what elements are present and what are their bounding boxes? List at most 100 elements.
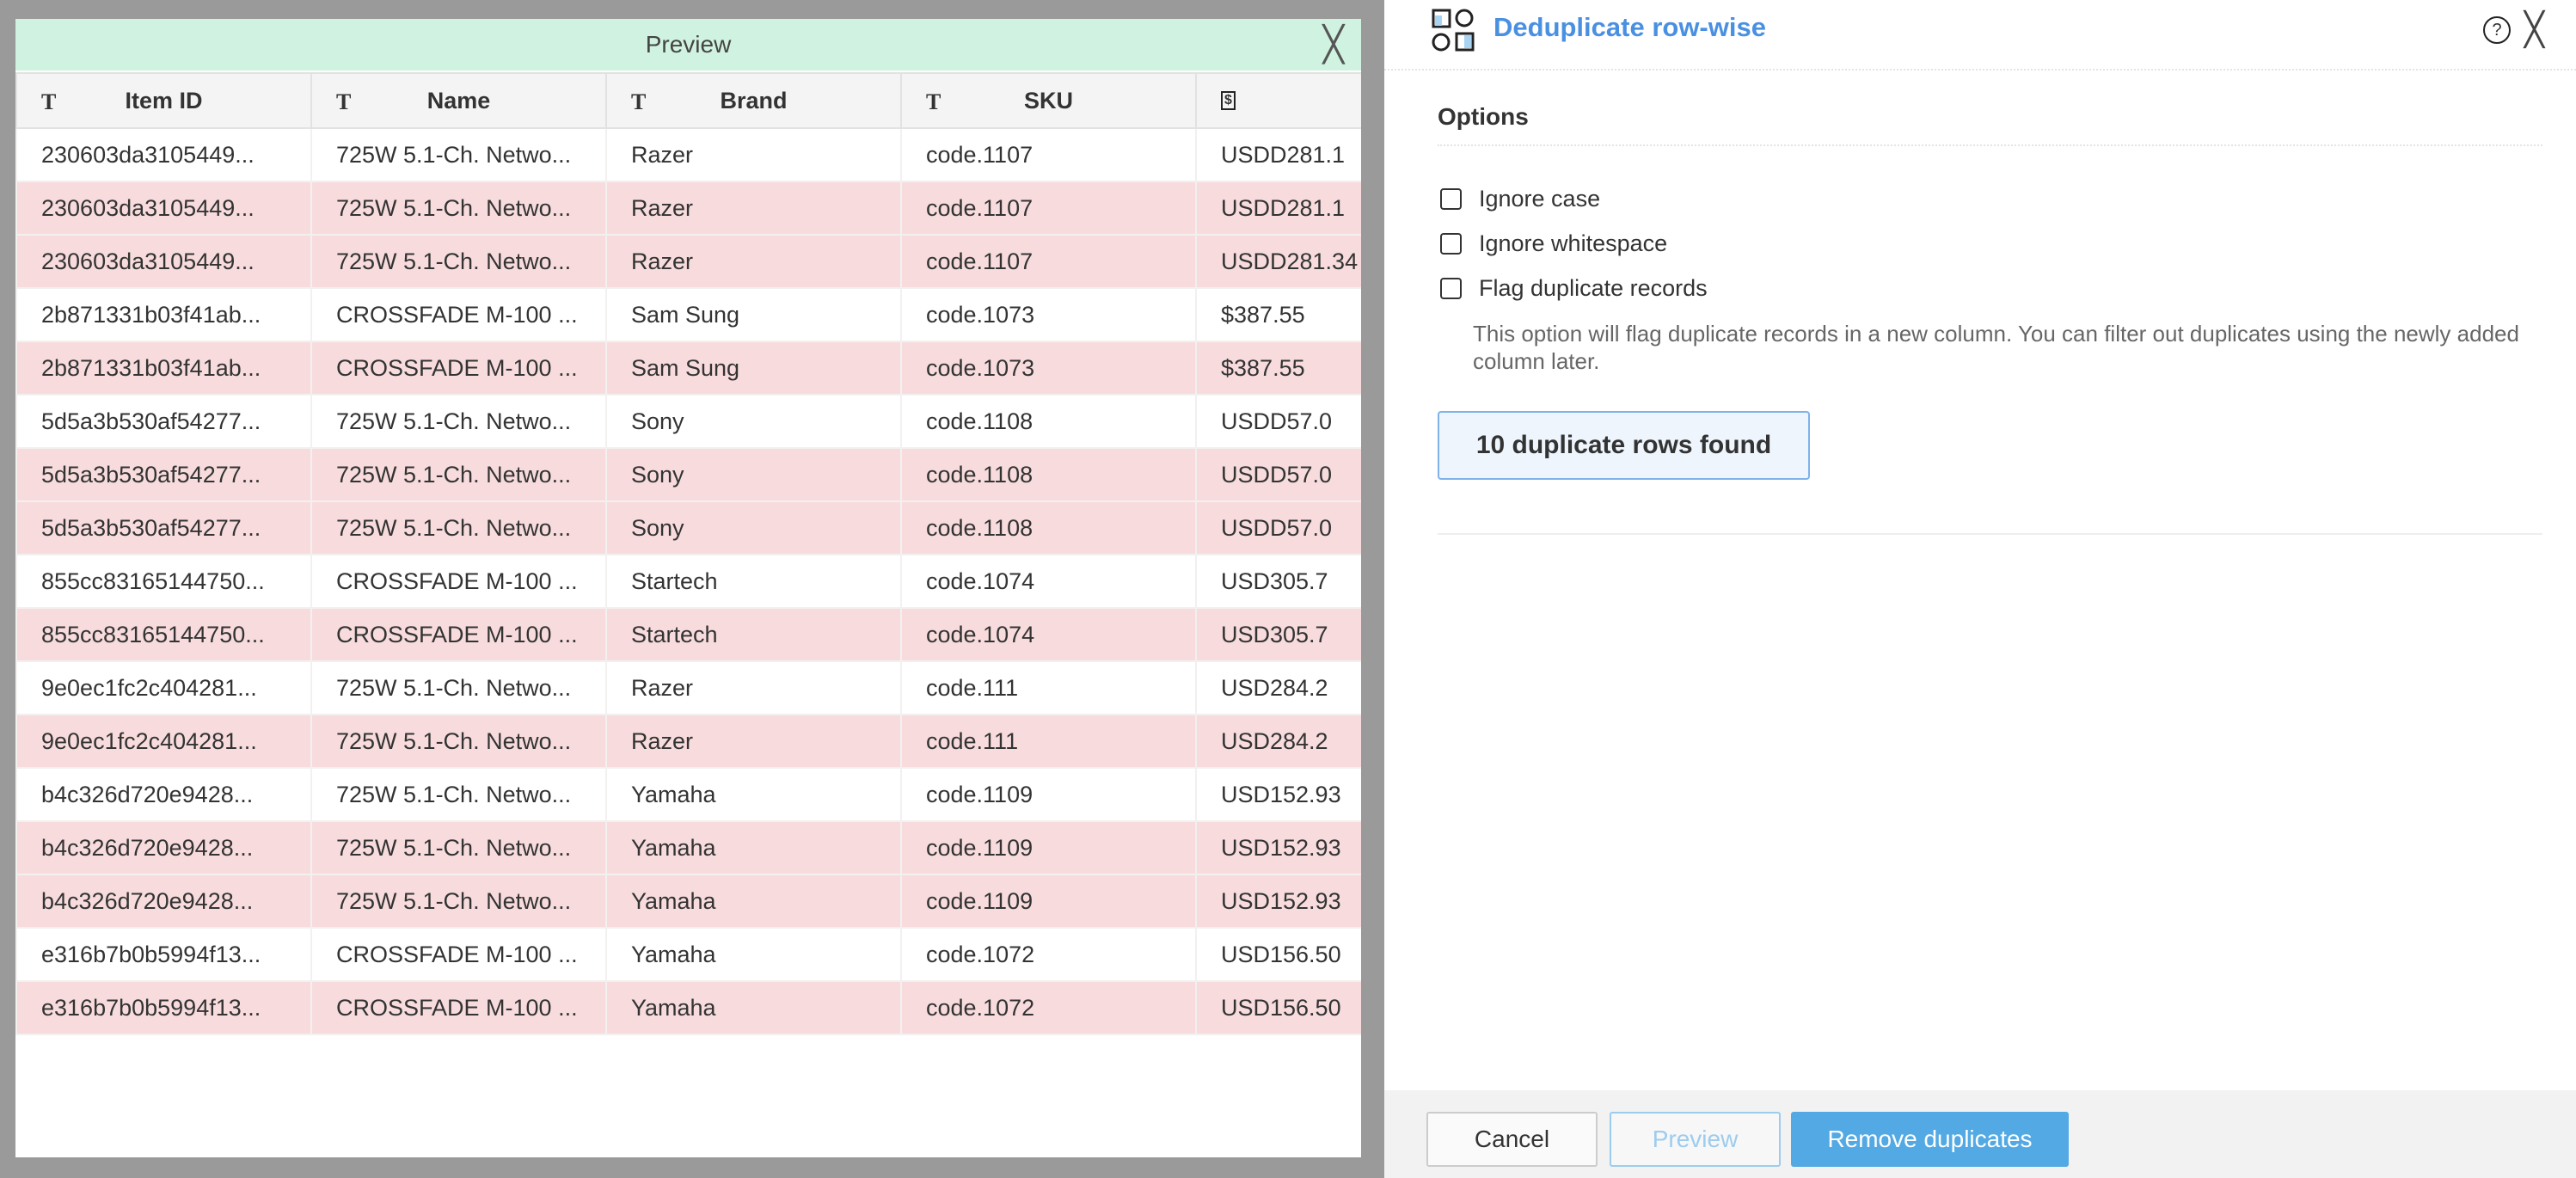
table-cell: 725W 5.1-Ch. Netwo... bbox=[310, 767, 607, 822]
table-cell: code.1108 bbox=[900, 394, 1197, 449]
checkbox-icon[interactable] bbox=[1440, 188, 1462, 210]
column-label: Item ID bbox=[125, 87, 203, 114]
table-cell: CROSSFADE M-100 ... bbox=[310, 607, 607, 662]
table-cell: USD284.2 bbox=[1195, 714, 1361, 769]
table-cell: USD156.50 bbox=[1195, 927, 1361, 982]
table-cell: Razer bbox=[605, 181, 902, 236]
table-cell: Startech bbox=[605, 607, 902, 662]
table-cell: Razer bbox=[605, 714, 902, 769]
table-cell: 9e0ec1fc2c404281... bbox=[15, 660, 312, 715]
column-header[interactable]: T SKU bbox=[900, 72, 1197, 129]
duplicate-row: 9e0ec1fc2c404281... 725W 5.1-Ch. Netwo...… bbox=[15, 714, 1361, 769]
checkbox-label: Ignore whitespace bbox=[1479, 230, 1668, 256]
duplicate-row: 855cc83165144750... CROSSFADE M-100 ... St… bbox=[15, 607, 1361, 662]
table-cell: code.1074 bbox=[900, 554, 1197, 609]
help-icon[interactable]: ? bbox=[2483, 16, 2511, 44]
table-cell: Sam Sung bbox=[605, 341, 902, 396]
table-cell: code.111 bbox=[900, 714, 1197, 769]
table-cell: USD305.7 bbox=[1195, 607, 1361, 662]
column-header[interactable]: T Name bbox=[310, 72, 607, 129]
table-cell: code.1108 bbox=[900, 447, 1197, 502]
duplicate-row: 230603da3105449... 725W 5.1-Ch. Netwo... R… bbox=[15, 181, 1361, 236]
table-cell: Razer bbox=[605, 660, 902, 715]
table-cell: USD284.2 bbox=[1195, 660, 1361, 715]
table-cell: USDD281.1 bbox=[1195, 127, 1361, 182]
table-cell: USD152.93 bbox=[1195, 767, 1361, 822]
table-cell: 5d5a3b530af54277... bbox=[15, 447, 312, 502]
table-cell: code.1107 bbox=[900, 234, 1197, 289]
table-cell: code.1108 bbox=[900, 500, 1197, 555]
duplicate-row: 230603da3105449... 725W 5.1-Ch. Netwo... R… bbox=[15, 234, 1361, 289]
table-cell: Yamaha bbox=[605, 767, 902, 822]
flag-duplicates-checkbox[interactable]: Flag duplicate records bbox=[1440, 275, 1708, 302]
table-cell: code.1109 bbox=[900, 767, 1197, 822]
table-cell: Startech bbox=[605, 554, 902, 609]
table-cell: 230603da3105449... bbox=[15, 181, 312, 236]
divider bbox=[1438, 144, 2542, 146]
table-cell: 9e0ec1fc2c404281... bbox=[15, 714, 312, 769]
preview-table: T Item ID T Name T Brand T SKU $ 230603da3105449… bbox=[15, 72, 1361, 1035]
table-cell: 725W 5.1-Ch. Netwo... bbox=[310, 394, 607, 449]
table-row: 2b871331b03f41ab... CROSSFADE M-100 ... Sa… bbox=[15, 287, 1361, 342]
table-cell: $387.55 bbox=[1195, 287, 1361, 342]
flag-hint: This option will flag duplicate records … bbox=[1473, 321, 2519, 374]
cancel-button[interactable]: Cancel bbox=[1426, 1112, 1598, 1167]
table-cell: b4c326d720e9428... bbox=[15, 820, 312, 875]
table-cell: 2b871331b03f41ab... bbox=[15, 287, 312, 342]
table-cell: CROSSFADE M-100 ... bbox=[310, 341, 607, 396]
checkbox-icon[interactable] bbox=[1440, 233, 1462, 255]
table-cell: code.1107 bbox=[900, 127, 1197, 182]
column-type-icon: T bbox=[631, 89, 647, 114]
table-cell: code.1074 bbox=[900, 607, 1197, 662]
ignore-whitespace-checkbox[interactable]: Ignore whitespace bbox=[1440, 230, 1667, 257]
table-cell: 725W 5.1-Ch. Netwo... bbox=[310, 127, 607, 182]
table-cell: code.1072 bbox=[900, 927, 1197, 982]
table-cell: 855cc83165144750... bbox=[15, 554, 312, 609]
table-cell: 2b871331b03f41ab... bbox=[15, 341, 312, 396]
close-icon[interactable]: ╳ bbox=[2524, 12, 2544, 48]
column-header[interactable]: T Item ID bbox=[15, 72, 312, 129]
panel-header: Deduplicate row-wise ? ╳ bbox=[1384, 0, 2576, 71]
column-header[interactable]: T Brand bbox=[605, 72, 902, 129]
table-cell: 725W 5.1-Ch. Netwo... bbox=[310, 234, 607, 289]
table-cell: Razer bbox=[605, 127, 902, 182]
table-cell: 725W 5.1-Ch. Netwo... bbox=[310, 181, 607, 236]
options-heading: Options bbox=[1438, 103, 1529, 130]
table-cell: 5d5a3b530af54277... bbox=[15, 500, 312, 555]
table-cell: CROSSFADE M-100 ... bbox=[310, 927, 607, 982]
column-type-icon: $ bbox=[1221, 91, 1236, 110]
table-cell: code.1107 bbox=[900, 181, 1197, 236]
table-cell: 230603da3105449... bbox=[15, 234, 312, 289]
column-type-icon: T bbox=[926, 89, 941, 114]
preview-button[interactable]: Preview bbox=[1610, 1112, 1781, 1167]
table-cell: code.1073 bbox=[900, 341, 1197, 396]
table-cell: 230603da3105449... bbox=[15, 127, 312, 182]
duplicate-row: b4c326d720e9428... 725W 5.1-Ch. Netwo... Y… bbox=[15, 874, 1361, 929]
table-cell: USD152.93 bbox=[1195, 874, 1361, 929]
column-header[interactable]: $ bbox=[1195, 72, 1361, 129]
table-row: e316b7b0b5994f13... CROSSFADE M-100 ... Ya… bbox=[15, 927, 1361, 982]
table-cell: USDD57.0 bbox=[1195, 394, 1361, 449]
table-cell: USD305.7 bbox=[1195, 554, 1361, 609]
table-cell: Yamaha bbox=[605, 874, 902, 929]
column-label: Brand bbox=[720, 87, 788, 114]
duplicate-row: 2b871331b03f41ab... CROSSFADE M-100 ... Sa… bbox=[15, 341, 1361, 396]
remove-duplicates-button[interactable]: Remove duplicates bbox=[1791, 1112, 2069, 1167]
table-cell: 5d5a3b530af54277... bbox=[15, 394, 312, 449]
table-row: 230603da3105449... 725W 5.1-Ch. Netwo... R… bbox=[15, 127, 1361, 182]
preview-title: Preview bbox=[645, 31, 732, 58]
table-cell: Sam Sung bbox=[605, 287, 902, 342]
table-cell: 725W 5.1-Ch. Netwo... bbox=[310, 820, 607, 875]
table-cell: e316b7b0b5994f13... bbox=[15, 980, 312, 1035]
duplicate-row: 5d5a3b530af54277... 725W 5.1-Ch. Netwo...… bbox=[15, 447, 1361, 502]
checkbox-icon[interactable] bbox=[1440, 278, 1462, 299]
table-cell: code.1109 bbox=[900, 820, 1197, 875]
table-cell: Yamaha bbox=[605, 927, 902, 982]
table-row: 9e0ec1fc2c404281... 725W 5.1-Ch. Netwo...… bbox=[15, 660, 1361, 715]
divider bbox=[1438, 533, 2542, 535]
ignore-case-checkbox[interactable]: Ignore case bbox=[1440, 186, 1600, 212]
deduplicate-panel: Deduplicate row-wise ? ╳ Options Ignore … bbox=[1384, 0, 2576, 1178]
close-icon[interactable]: ╳ bbox=[1322, 26, 1344, 64]
table-cell: CROSSFADE M-100 ... bbox=[310, 980, 607, 1035]
table-row: 5d5a3b530af54277... 725W 5.1-Ch. Netwo...… bbox=[15, 394, 1361, 449]
